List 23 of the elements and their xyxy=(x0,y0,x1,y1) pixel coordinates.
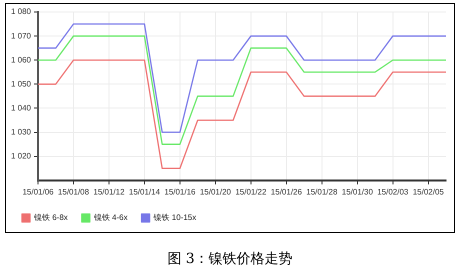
y-tick-label: 1 020 xyxy=(10,152,32,161)
x-tick-label: 15/01/16 xyxy=(164,187,196,196)
y-tick-label: 1 070 xyxy=(10,31,32,40)
y-tick-label: 1 080 xyxy=(10,7,32,16)
x-tick-label: 15/02/05 xyxy=(412,187,444,196)
x-tick-label: 15/01/30 xyxy=(342,187,374,196)
x-tick-label: 15/01/26 xyxy=(270,187,302,196)
y-tick-label: 1 030 xyxy=(10,127,32,136)
x-tick-label: 15/01/08 xyxy=(58,187,90,196)
x-tick-label: 15/02/03 xyxy=(377,187,409,196)
legend-label: 镍铁 4-6x xyxy=(92,213,128,222)
text: 图 3：镍铁价格走势 xyxy=(166,250,294,268)
x-tick-label: 15/01/22 xyxy=(235,187,267,196)
legend-label: 镍铁 6-8x xyxy=(33,213,68,222)
y-tick-label: 1 060 xyxy=(10,55,32,64)
y-tick-label: 1 050 xyxy=(10,79,32,88)
x-tick-label: 15/01/12 xyxy=(93,187,126,196)
legend-label: 镍铁 10-15x xyxy=(152,213,196,222)
x-tick-label: 15/01/28 xyxy=(306,187,338,196)
x-tick-label: 15/01/20 xyxy=(200,187,232,196)
x-tick-label: 15/01/06 xyxy=(22,187,54,196)
y-tick-label: 1 040 xyxy=(10,103,32,112)
x-tick-label: 15/01/14 xyxy=(128,187,161,196)
